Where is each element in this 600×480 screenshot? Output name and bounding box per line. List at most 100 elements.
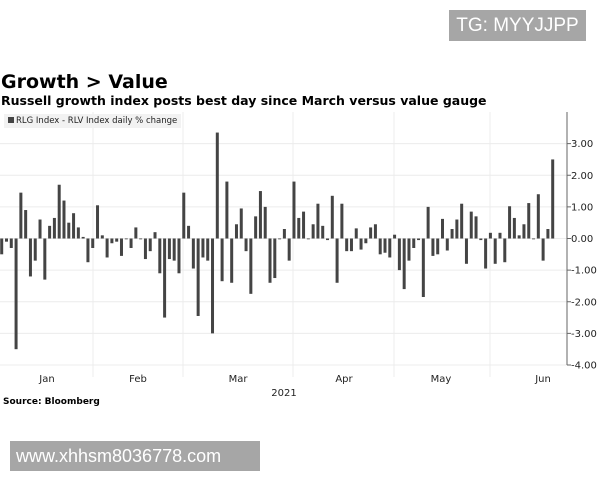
y-tick-label: 1.00 <box>571 202 593 213</box>
x-tick-label: Mar <box>229 374 249 385</box>
bar <box>412 238 416 248</box>
bar <box>359 238 363 250</box>
bar <box>316 203 320 239</box>
bar <box>503 238 507 263</box>
bar <box>96 205 100 239</box>
source-note: Source: Bloomberg <box>3 397 100 407</box>
bar <box>158 238 162 274</box>
bar <box>143 238 147 260</box>
bar <box>407 238 411 261</box>
bar <box>455 219 459 239</box>
bar <box>225 181 229 239</box>
chart-title: Growth > Value <box>1 71 168 93</box>
bar <box>536 194 540 239</box>
bar <box>417 238 421 241</box>
legend: RLG Index - RLV Index daily % change <box>4 114 182 128</box>
bar <box>484 238 488 269</box>
x-tick-label: Feb <box>129 374 147 385</box>
bar <box>76 227 80 239</box>
bar <box>479 238 483 241</box>
y-tick-label: -1.00 <box>571 266 597 277</box>
bar <box>464 238 468 264</box>
y-tick-label: 3.00 <box>571 139 593 150</box>
bar <box>206 238 210 261</box>
x-tick-label: Apr <box>335 374 353 385</box>
y-tick-label: -3.00 <box>571 329 597 340</box>
bar <box>541 238 545 261</box>
bar <box>153 232 157 239</box>
bar <box>220 238 224 282</box>
bar <box>52 217 56 239</box>
x-tick-label: Jun <box>534 374 551 385</box>
watermark-bottom: www.xhhsm8036778.com <box>10 441 260 471</box>
bar <box>124 238 128 240</box>
bar <box>24 210 28 239</box>
bar <box>364 238 368 244</box>
bar <box>0 238 4 255</box>
bar <box>239 208 243 239</box>
bar <box>469 211 473 239</box>
bar <box>14 238 18 350</box>
bar <box>91 238 95 248</box>
bar <box>196 238 200 316</box>
bar <box>551 159 555 239</box>
bar <box>57 184 61 239</box>
bar <box>81 236 85 239</box>
bar <box>441 218 444 239</box>
bar <box>134 227 138 239</box>
bar <box>378 238 382 255</box>
bar <box>431 238 435 256</box>
bar <box>139 238 143 240</box>
bar <box>249 238 253 294</box>
bar <box>254 216 258 239</box>
bar <box>397 238 401 271</box>
legend-swatch <box>8 117 14 123</box>
bar <box>38 219 42 239</box>
y-tick-label: 2.00 <box>571 171 593 182</box>
y-tick-label: 0.00 <box>571 234 593 245</box>
bar <box>9 238 13 248</box>
bar <box>369 227 373 239</box>
bar <box>244 238 248 252</box>
bar <box>177 238 181 274</box>
bar <box>522 224 526 239</box>
bar <box>163 238 167 318</box>
bar <box>402 238 406 290</box>
bar <box>48 225 52 239</box>
x-tick-label: May <box>431 374 452 385</box>
legend-label: RLG Index - RLV Index daily % change <box>16 116 178 126</box>
bar <box>532 238 536 240</box>
bar <box>354 228 358 239</box>
bar <box>508 206 512 239</box>
bar <box>527 203 531 239</box>
bar <box>517 235 521 239</box>
bar <box>86 238 90 263</box>
bar <box>340 203 344 239</box>
bar <box>215 132 219 239</box>
bar <box>326 238 330 241</box>
bar <box>273 238 277 279</box>
bar <box>450 229 454 239</box>
bar <box>182 192 186 239</box>
bar <box>388 238 392 258</box>
bar <box>33 238 37 261</box>
bar <box>19 192 23 239</box>
bar <box>258 191 262 239</box>
watermark-top: TG: MYYJJPP <box>449 10 586 41</box>
bar <box>436 238 440 255</box>
bar <box>311 224 315 239</box>
bar <box>278 238 282 240</box>
bar <box>292 181 296 239</box>
bar <box>201 238 205 258</box>
bar <box>297 217 301 239</box>
bar <box>445 238 449 251</box>
bar <box>282 229 286 239</box>
bar <box>460 203 464 239</box>
chart-subtitle: Russell growth index posts best day sinc… <box>1 93 487 108</box>
bar <box>488 232 492 239</box>
bar <box>119 238 123 256</box>
bar <box>62 200 66 239</box>
bar <box>302 211 306 239</box>
bar <box>268 238 272 283</box>
x-tick-label: Jan <box>38 374 54 385</box>
